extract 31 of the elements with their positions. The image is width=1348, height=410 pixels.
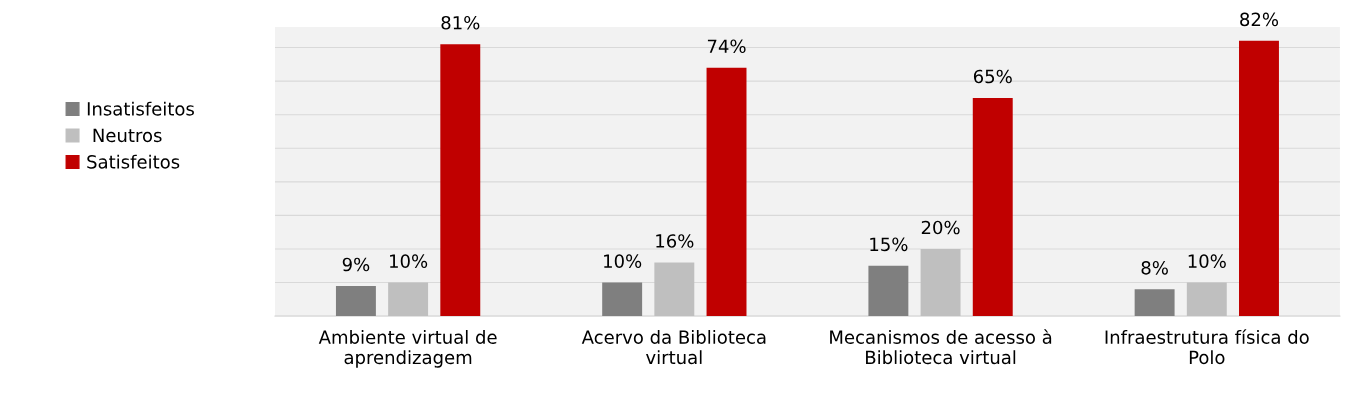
bar: [1134, 289, 1175, 317]
bar: [654, 262, 695, 317]
data-label: 16%: [656, 234, 694, 248]
bar: [868, 265, 909, 317]
data-label: 9%: [342, 257, 370, 272]
bar: [920, 248, 961, 317]
legend-label: Neutros: [93, 128, 162, 143]
data-label: 10%: [604, 254, 642, 268]
data-label: 15%: [870, 237, 908, 252]
bar: [335, 285, 376, 317]
bar: [440, 44, 481, 317]
x-tick-label: Mecanismos de acesso à Biblioteca virtual: [830, 329, 1052, 365]
x-tick-label: Acervo da Biblioteca virtual: [581, 330, 766, 365]
data-label: 8%: [1141, 260, 1168, 275]
data-label: 82%: [1240, 12, 1279, 27]
x-tick-label: Ambiente virtual de aprendizagem: [318, 330, 497, 368]
data-label: 20%: [921, 220, 960, 235]
data-label: 10%: [1188, 254, 1226, 268]
bar: [972, 97, 1013, 317]
bar: [1239, 40, 1279, 317]
bar: [1186, 282, 1227, 317]
data-label: 10%: [390, 254, 428, 268]
data-label: 65%: [973, 69, 1012, 84]
legend-label: Satisfeitos: [87, 154, 180, 169]
bar: [388, 282, 429, 317]
x-tick-label: Infraestrutura física do Polo: [1105, 329, 1309, 365]
bar: [602, 282, 643, 317]
data-label: 74%: [707, 39, 746, 54]
data-label: 81%: [441, 15, 480, 30]
bar: [706, 67, 747, 317]
legend-label: Insatisfeitos: [87, 101, 194, 116]
